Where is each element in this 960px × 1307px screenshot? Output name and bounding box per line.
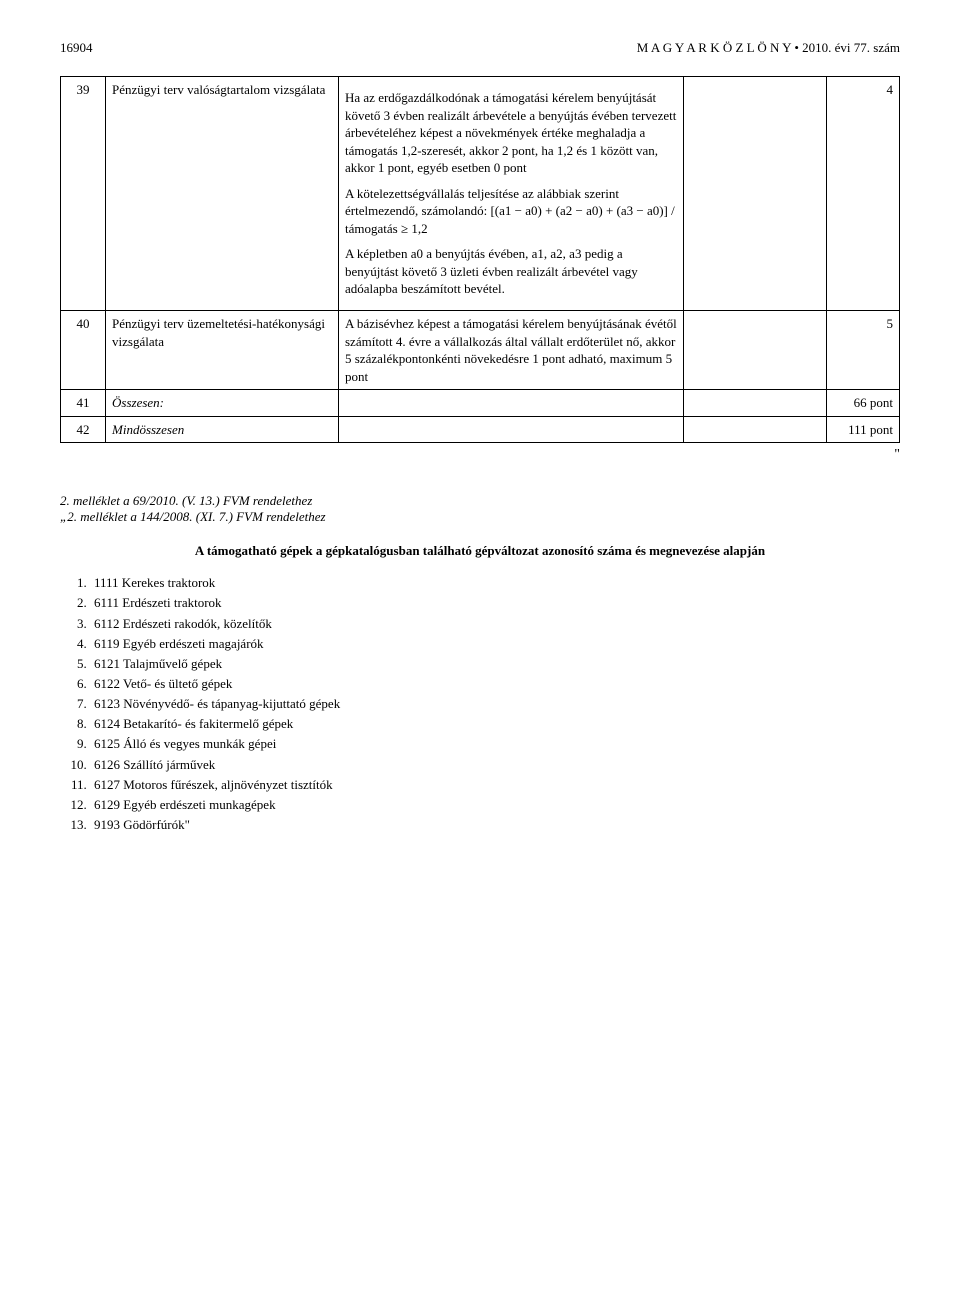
scoring-table: 39 Pénzügyi terv valóságtartalom vizsgál…	[60, 76, 900, 443]
list-item: 6112 Erdészeti rakodók, közelítők	[90, 614, 900, 634]
row-blank	[684, 416, 827, 443]
list-item: 6111 Erdészeti traktorok	[90, 593, 900, 613]
row-points: 4	[827, 77, 900, 311]
list-item: 6127 Motoros fűrészek, aljnövényzet tisz…	[90, 775, 900, 795]
list-item: 6129 Egyéb erdészeti munkagépek	[90, 795, 900, 815]
journal-name: M A G Y A R K Ö Z L Ö N Y	[637, 40, 791, 55]
list-item: 6122 Vető- és ültető gépek	[90, 674, 900, 694]
list-item: 9193 Gödörfúrók"	[90, 815, 900, 835]
row-name: Pénzügyi terv valóságtartalom vizsgálata	[106, 77, 339, 311]
page-number: 16904	[60, 40, 93, 56]
list-item: 6126 Szállító járművek	[90, 755, 900, 775]
table-row: 40 Pénzügyi terv üzemeltetési-hatékonysá…	[61, 311, 900, 390]
row-points: 111 pont	[827, 416, 900, 443]
table-row: 39 Pénzügyi terv valóságtartalom vizsgál…	[61, 77, 900, 311]
desc-para: A képletben a0 a benyújtás évében, a1, a…	[345, 245, 677, 298]
row-blank	[684, 77, 827, 311]
list-item: 6121 Talajművelő gépek	[90, 654, 900, 674]
row-number: 41	[61, 390, 106, 417]
desc-para: A kötelezettségvállalás teljesítése az a…	[345, 185, 677, 238]
row-name: Pénzügyi terv üzemeltetési-hatékonysági …	[106, 311, 339, 390]
page: 16904 M A G Y A R K Ö Z L Ö N Y • 2010. …	[0, 0, 960, 875]
closing-quote: "	[60, 443, 900, 463]
list-item: 6124 Betakarító- és fakitermelő gépek	[90, 714, 900, 734]
attachment-title: A támogatható gépek a gépkatalógusban ta…	[60, 543, 900, 559]
row-desc: Ha az erdőgazdálkodónak a támogatási kér…	[339, 77, 684, 311]
row-desc	[339, 390, 684, 417]
journal-title: M A G Y A R K Ö Z L Ö N Y • 2010. évi 77…	[637, 40, 900, 56]
row-blank	[684, 311, 827, 390]
row-desc: A bázisévhez képest a támogatási kérelem…	[339, 311, 684, 390]
list-item: 1111 Kerekes traktorok	[90, 573, 900, 593]
row-name: Összesen:	[106, 390, 339, 417]
row-blank	[684, 390, 827, 417]
row-points: 66 pont	[827, 390, 900, 417]
attachment-ref-2: „2. melléklet a 144/2008. (XI. 7.) FVM r…	[60, 509, 900, 525]
table-row-grandtotal: 42 Mindösszesen 111 pont	[61, 416, 900, 443]
journal-issue: • 2010. évi 77. szám	[794, 40, 900, 55]
desc-para: Ha az erdőgazdálkodónak a támogatási kér…	[345, 89, 677, 177]
list-item: 6123 Növényvédő- és tápanyag-kijuttató g…	[90, 694, 900, 714]
row-number: 39	[61, 77, 106, 311]
row-desc	[339, 416, 684, 443]
machine-list: 1111 Kerekes traktorok 6111 Erdészeti tr…	[90, 573, 900, 835]
row-number: 40	[61, 311, 106, 390]
list-item: 6125 Álló és vegyes munkák gépei	[90, 734, 900, 754]
page-header: 16904 M A G Y A R K Ö Z L Ö N Y • 2010. …	[60, 40, 900, 56]
attachment-ref-1: 2. melléklet a 69/2010. (V. 13.) FVM ren…	[60, 493, 900, 509]
row-name: Mindösszesen	[106, 416, 339, 443]
list-item: 6119 Egyéb erdészeti magajárók	[90, 634, 900, 654]
row-number: 42	[61, 416, 106, 443]
table-row-total: 41 Összesen: 66 pont	[61, 390, 900, 417]
row-points: 5	[827, 311, 900, 390]
